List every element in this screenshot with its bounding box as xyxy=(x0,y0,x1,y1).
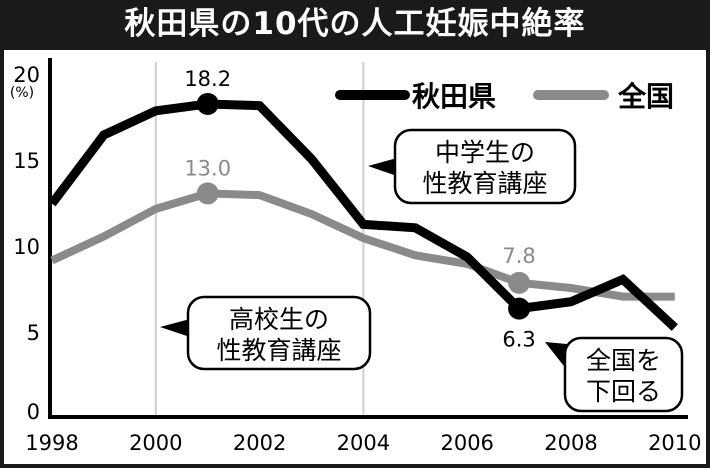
callout-text: 全国を xyxy=(586,346,661,375)
callout-pointer xyxy=(160,319,190,337)
callout-text: 中学生の xyxy=(435,138,535,167)
legend-label-akita: 秋田県 xyxy=(412,80,496,113)
callout-box xyxy=(186,295,372,371)
data-point-marker xyxy=(508,271,531,294)
callout-text: 性教育講座 xyxy=(216,336,341,365)
data-point-marker xyxy=(196,182,219,205)
callout-text: 下回る xyxy=(586,377,661,406)
data-point-label: 7.8 xyxy=(502,244,535,268)
x-tick-label: 1998 xyxy=(25,431,78,455)
data-point-label: 6.3 xyxy=(502,328,535,352)
series-line-national xyxy=(50,189,675,301)
callout-text: 高校生の xyxy=(229,305,329,334)
x-tick-label: 2002 xyxy=(233,431,286,455)
y-tick-label: 20 xyxy=(13,63,40,87)
data-point-marker xyxy=(196,92,219,115)
x-tick-label: 2008 xyxy=(544,431,597,455)
callout-text: 性教育講座 xyxy=(422,169,547,198)
y-axis-label: (%) xyxy=(10,85,34,101)
x-tick-label: 2004 xyxy=(337,431,390,455)
data-point-marker xyxy=(508,297,531,320)
series-line-akita xyxy=(48,99,678,331)
callout-pointer xyxy=(545,342,567,370)
chart-title: 秋田県の10代の人工妊娠中絶率 xyxy=(124,6,586,42)
data-point-label: 18.2 xyxy=(184,67,231,91)
callout-pointer xyxy=(368,158,397,176)
callout-box xyxy=(563,336,684,413)
y-tick-label: 0 xyxy=(27,400,40,424)
y-tick-label: 5 xyxy=(27,321,40,345)
x-tick-label: 2000 xyxy=(129,431,182,455)
y-tick-label: 10 xyxy=(13,235,40,259)
callout-box xyxy=(393,128,577,205)
y-tick-label: 15 xyxy=(13,149,40,173)
x-tick-label: 2010 xyxy=(648,431,701,455)
data-point-label: 13.0 xyxy=(184,156,231,180)
x-tick-label: 2006 xyxy=(440,431,493,455)
legend-label-national: 全国 xyxy=(617,80,674,113)
